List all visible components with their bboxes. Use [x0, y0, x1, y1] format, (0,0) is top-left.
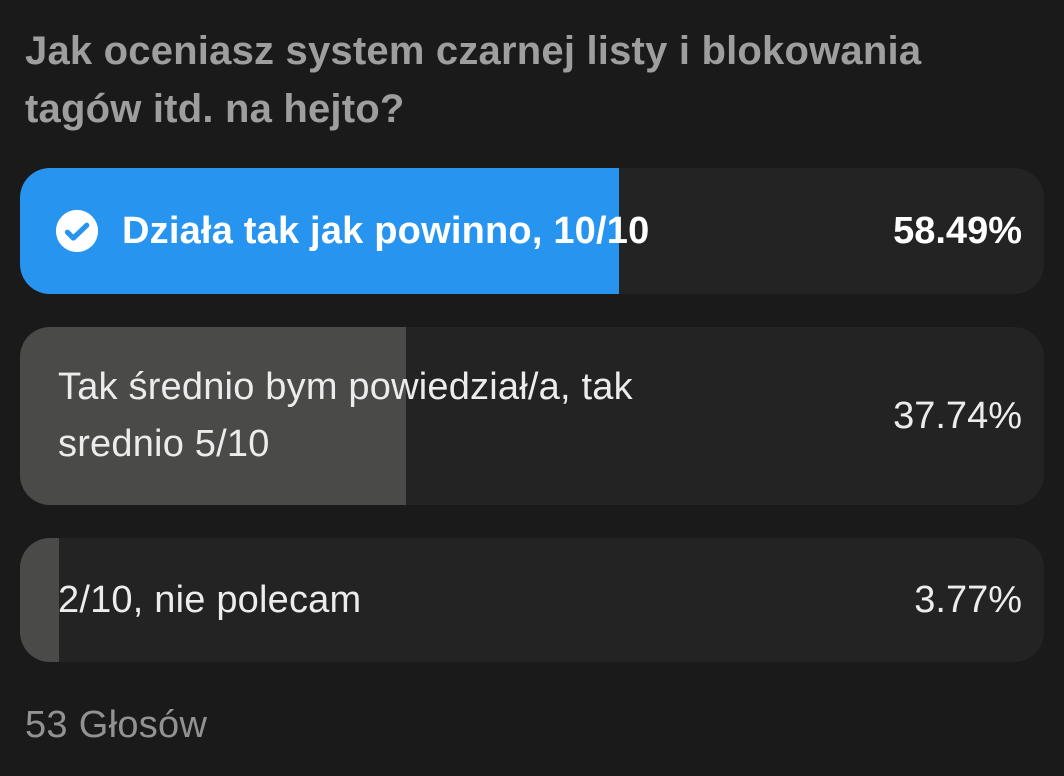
poll-option-3-fill-bar [20, 538, 59, 662]
poll-question: Jak oceniasz system czarnej listy i blok… [25, 29, 922, 131]
poll-option-3-percent: 3.77% [914, 578, 1022, 621]
poll-option-2-percent: 37.74% [893, 394, 1022, 437]
poll-total-votes: 53 Głosów [25, 704, 208, 746]
poll-option-3-label: 2/10, nie polecam [58, 578, 362, 621]
poll-option-2[interactable]: Tak średnio bym powiedział/a, tak sredni… [20, 327, 1044, 505]
poll-option-1-content: Działa tak jak powinno, 10/10 58.49% [20, 183, 1044, 280]
poll-option-1[interactable]: Działa tak jak powinno, 10/10 58.49% [20, 168, 1044, 294]
poll-option-2-content: Tak średnio bym powiedział/a, tak sredni… [20, 339, 1044, 493]
poll-option-1-fill-bar [20, 168, 619, 294]
poll-option-2-fill-bar [20, 327, 407, 505]
poll-option-1-label: Działa tak jak powinno, 10/10 [122, 209, 650, 252]
poll-option-3[interactable]: 2/10, nie polecam 3.77% [20, 538, 1044, 662]
poll-option-1-percent: 58.49% [893, 209, 1022, 252]
poll-option-2-label: Tak średnio bym powiedział/a, tak sredni… [58, 366, 633, 465]
poll-option-3-content: 2/10, nie polecam 3.77% [20, 552, 1044, 649]
check-circle-icon [54, 208, 100, 254]
